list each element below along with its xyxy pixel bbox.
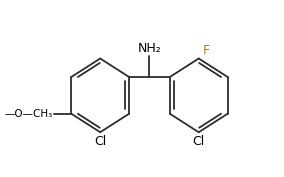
Text: —O—CH₃: —O—CH₃ <box>5 109 53 119</box>
Text: NH₂: NH₂ <box>137 42 161 56</box>
Text: Cl: Cl <box>193 135 205 148</box>
Text: Cl: Cl <box>94 135 106 148</box>
Text: F: F <box>202 44 210 57</box>
